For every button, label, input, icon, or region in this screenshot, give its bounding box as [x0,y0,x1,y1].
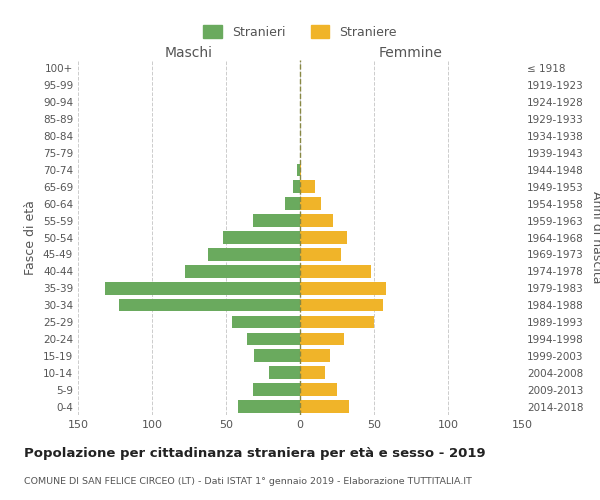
Text: Femmine: Femmine [379,46,443,60]
Bar [300,299,383,312]
Legend: Stranieri, Straniere: Stranieri, Straniere [198,20,402,44]
Bar [300,282,386,294]
Text: Maschi: Maschi [165,46,213,60]
Bar [300,265,371,278]
Bar [253,384,300,396]
Bar [104,282,300,294]
Bar [269,366,300,379]
Bar [300,180,315,193]
Bar [300,248,341,260]
Bar [223,231,300,244]
Bar [300,231,347,244]
Bar [232,316,300,328]
Bar [300,164,301,176]
Bar [300,400,349,413]
Bar [293,180,300,193]
Bar [119,299,300,312]
Bar [254,350,300,362]
Bar [297,164,300,176]
Y-axis label: Anni di nascita: Anni di nascita [590,191,600,284]
Bar [208,248,300,260]
Bar [247,332,300,345]
Bar [285,198,300,210]
Bar [238,400,300,413]
Bar [185,265,300,278]
Bar [300,332,344,345]
Text: Popolazione per cittadinanza straniera per età e sesso - 2019: Popolazione per cittadinanza straniera p… [24,448,485,460]
Text: COMUNE DI SAN FELICE CIRCEO (LT) - Dati ISTAT 1° gennaio 2019 - Elaborazione TUT: COMUNE DI SAN FELICE CIRCEO (LT) - Dati … [24,478,472,486]
Bar [300,350,329,362]
Bar [300,384,337,396]
Bar [300,214,332,227]
Bar [253,214,300,227]
Bar [300,316,374,328]
Bar [300,198,321,210]
Y-axis label: Fasce di età: Fasce di età [25,200,37,275]
Bar [300,366,325,379]
